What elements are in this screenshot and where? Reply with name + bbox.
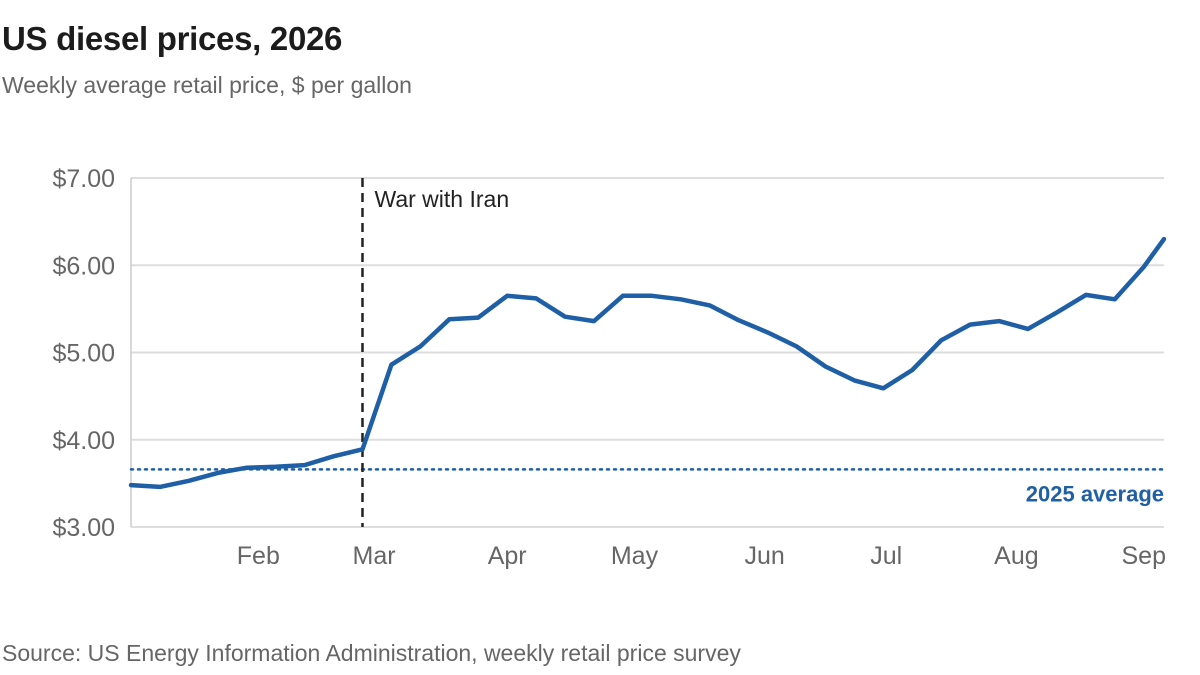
event-layer: War with Iran	[361, 178, 509, 527]
y-tick-label: $3.00	[52, 514, 115, 542]
source-note: Source: US Energy Information Administra…	[2, 640, 741, 666]
x-tick-label: Mar	[353, 542, 396, 570]
reference-layer: 2025 average	[129, 468, 1166, 506]
series-line	[128, 236, 1167, 490]
x-tick-label: Jul	[870, 542, 902, 570]
x-tick-label: May	[611, 542, 659, 570]
event-label: War with Iran	[374, 186, 509, 212]
y-tick-label: $5.00	[52, 340, 115, 368]
chart-title: US diesel prices, 2026	[2, 20, 343, 57]
y-tick-label: $7.00	[52, 165, 115, 193]
x-tick-label: Jun	[745, 542, 785, 570]
series-layer	[128, 236, 1167, 490]
x-tick-label: Feb	[237, 542, 280, 570]
y-tick-label: $6.00	[52, 252, 115, 280]
axes: $3.00 $4.00 $5.00 $6.00 $7.00 Feb Mar Apr May Jun…	[52, 165, 1166, 570]
x-tick-label: Aug	[994, 542, 1038, 570]
x-tick-label: Sep	[1122, 542, 1166, 570]
gridlines	[131, 177, 1164, 528]
reference-label: 2025 average	[1026, 481, 1164, 506]
y-tick-label: $4.00	[52, 427, 115, 455]
x-tick-label: Apr	[488, 542, 527, 570]
chart-subtitle: Weekly average retail price, $ per gallo…	[2, 72, 412, 98]
